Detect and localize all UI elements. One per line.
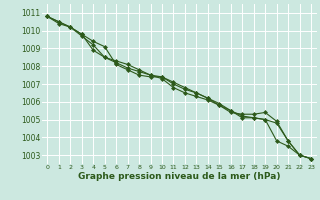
X-axis label: Graphe pression niveau de la mer (hPa): Graphe pression niveau de la mer (hPa): [78, 172, 280, 181]
